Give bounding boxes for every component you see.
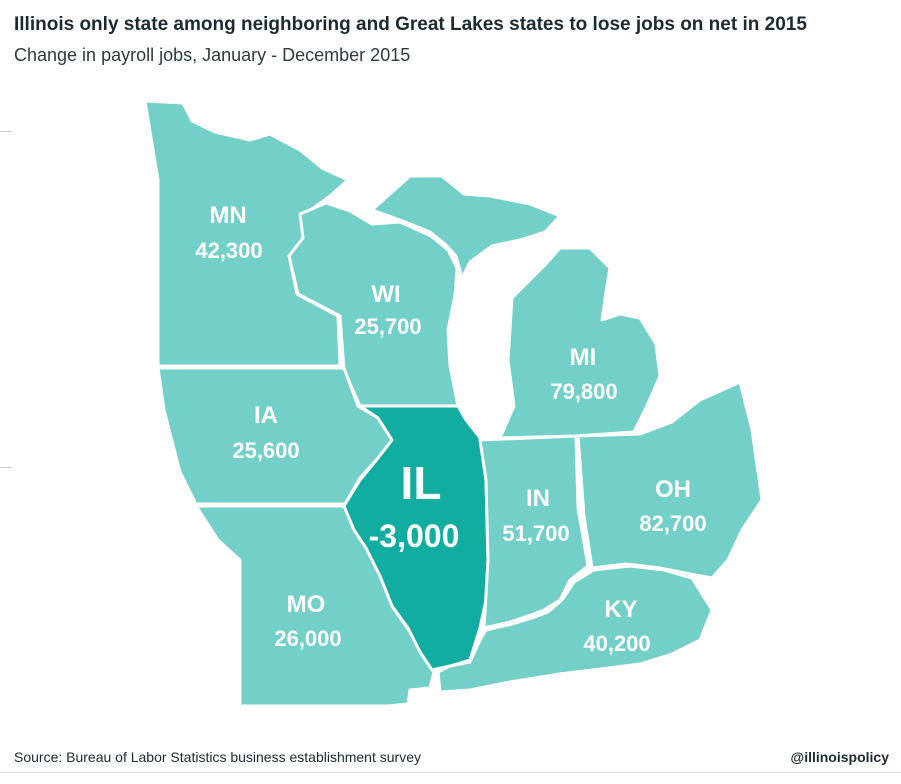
state-name-label: MI [570, 344, 597, 371]
divider-tick-bottom [0, 467, 12, 468]
source-note: Source: Bureau of Labor Statistics busin… [14, 749, 421, 765]
label-oh: OH 82,700 [639, 476, 706, 536]
state-value-label: 42,300 [195, 238, 262, 263]
state-mn [143, 99, 350, 368]
state-name-label: OH [655, 476, 691, 503]
label-ky: KY 40,200 [583, 596, 650, 656]
state-name-label: IN [526, 485, 550, 512]
state-name-label: IA [254, 402, 278, 429]
label-ia: IA 25,600 [232, 402, 299, 463]
state-name-label: MN [209, 202, 246, 229]
twitter-handle: @illinoispolicy [790, 749, 889, 765]
state-mi-lower [498, 246, 662, 440]
state-value-label: -3,000 [369, 518, 460, 554]
label-in: IN 51,700 [502, 485, 569, 546]
divider-tick-top [0, 131, 12, 132]
label-mn: MN 42,300 [195, 202, 262, 263]
footer-divider [0, 772, 901, 773]
map-subtitle: Change in payroll jobs, January - Decemb… [14, 45, 411, 65]
state-value-label: 25,600 [232, 438, 299, 463]
state-value-label: 51,700 [502, 521, 569, 546]
state-value-label: 26,000 [274, 626, 341, 651]
state-name-label: IL [401, 457, 442, 509]
state-name-label: WI [371, 281, 400, 308]
label-il: IL -3,000 [369, 457, 460, 554]
state-in [478, 434, 590, 630]
state-value-label: 40,200 [583, 631, 650, 656]
state-value-label: 79,800 [550, 379, 617, 404]
state-value-label: 25,700 [354, 314, 421, 339]
state-value-label: 82,700 [639, 511, 706, 536]
state-name-label: MO [287, 591, 326, 618]
state-oh [576, 380, 764, 580]
map-title: Illinois only state among neighboring an… [14, 14, 807, 35]
label-mo: MO 26,000 [274, 591, 341, 651]
state-wi [287, 201, 460, 408]
label-mi: MI 79,800 [550, 344, 617, 404]
state-mi-upper [370, 174, 562, 280]
label-wi: WI 25,700 [354, 281, 421, 339]
state-ky [436, 564, 714, 694]
state-name-label: KY [604, 596, 637, 623]
